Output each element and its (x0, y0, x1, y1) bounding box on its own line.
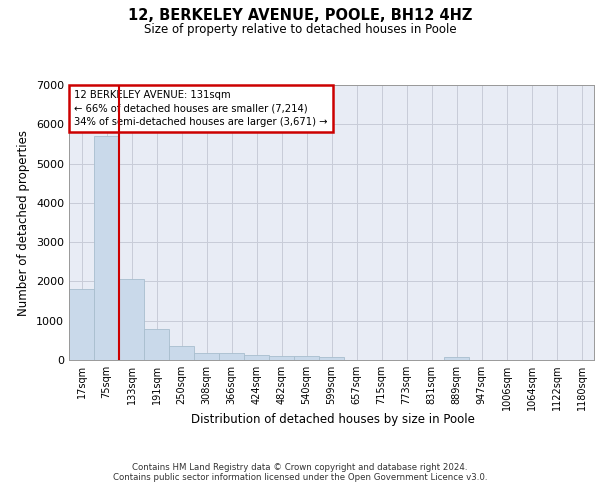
Bar (169, 346, 194, 360)
Bar (319, 357, 344, 360)
Bar (294, 356, 319, 360)
Text: Size of property relative to detached houses in Poole: Size of property relative to detached ho… (143, 22, 457, 36)
Bar (194, 353, 219, 360)
Text: Contains public sector information licensed under the Open Government Licence v3: Contains public sector information licen… (113, 472, 487, 482)
Bar (94, 136, 119, 360)
Text: Distribution of detached houses by size in Poole: Distribution of detached houses by size … (191, 412, 475, 426)
Bar (219, 354, 244, 360)
Bar (244, 356, 269, 360)
Bar (269, 356, 294, 360)
Text: 12 BERKELEY AVENUE: 131sqm
← 66% of detached houses are smaller (7,214)
34% of s: 12 BERKELEY AVENUE: 131sqm ← 66% of deta… (74, 90, 328, 127)
Text: 12, BERKELEY AVENUE, POOLE, BH12 4HZ: 12, BERKELEY AVENUE, POOLE, BH12 4HZ (128, 8, 472, 22)
Bar (144, 328, 169, 360)
Bar (444, 357, 469, 360)
Text: Contains HM Land Registry data © Crown copyright and database right 2024.: Contains HM Land Registry data © Crown c… (132, 462, 468, 471)
Bar (119, 280, 144, 360)
Y-axis label: Number of detached properties: Number of detached properties (17, 130, 31, 316)
Bar (69, 290, 94, 360)
